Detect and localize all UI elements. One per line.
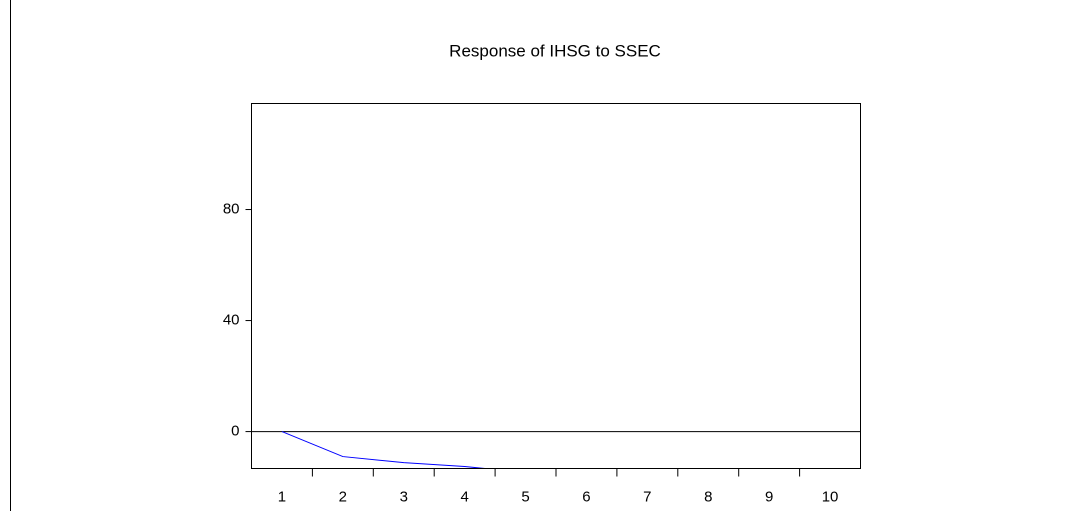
x-tick-label: 10 <box>822 488 839 505</box>
plot-clip <box>281 431 485 468</box>
x-tick-label: 2 <box>339 488 347 505</box>
x-tick-label: 8 <box>704 488 712 505</box>
y-tick-label: 80 <box>223 200 240 217</box>
series-line <box>281 431 485 468</box>
x-tick-label: 9 <box>765 488 773 505</box>
x-tick-label: 6 <box>582 488 590 505</box>
x-tick-label: 4 <box>460 488 468 505</box>
y-tick-label: 0 <box>231 423 239 440</box>
plot-area <box>251 103 861 469</box>
y-tick-label: 40 <box>223 312 240 329</box>
x-tick-label: 7 <box>643 488 651 505</box>
x-tick-label: 3 <box>400 488 408 505</box>
chart-title: Response of IHSG to SSEC <box>449 41 661 60</box>
x-tick-label: 5 <box>521 488 529 505</box>
x-tick-label: 1 <box>278 488 286 505</box>
